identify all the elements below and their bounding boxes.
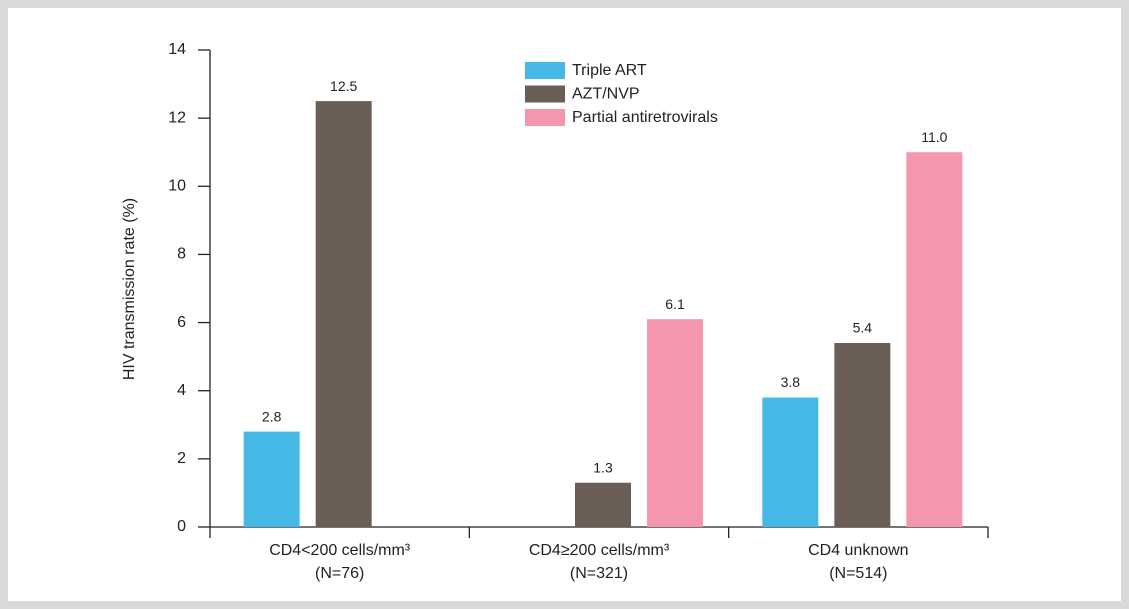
legend-label: Partial antiretrovirals [572,109,718,126]
x-tick-label: (N=321) [570,565,628,582]
y-tick-label: 6 [177,314,186,331]
y-tick-label: 4 [177,382,186,399]
x-tick-label: (N=76) [315,565,364,582]
legend-label: Triple ART [572,62,647,79]
bar [762,397,819,527]
y-tick-label: 0 [177,518,186,535]
x-tick-label: CD4<200 cells/mm³ [269,542,411,559]
value-label: 12.5 [330,78,357,94]
value-label: 5.4 [853,320,873,336]
value-label: 2.8 [262,408,282,424]
y-tick-label: 14 [168,41,186,58]
x-tick-label: CD4 unknown [808,542,909,559]
y-tick-label: 12 [168,109,186,126]
bar [575,482,631,527]
y-tick-label: 8 [177,246,186,263]
legend-swatch [525,62,565,79]
bar [834,343,891,527]
legend-swatch [525,109,565,126]
value-label: 3.8 [781,374,801,390]
y-tick-label: 2 [177,450,186,467]
bar [315,101,372,527]
bar [647,319,703,527]
value-label: 6.1 [665,296,685,312]
y-axis-label: HIV transmission rate (%) [121,198,138,380]
value-label: 11.0 [921,129,947,145]
x-tick-label: CD4≥200 cells/mm³ [529,542,670,559]
value-label: 1.3 [593,459,613,475]
y-tick-label: 10 [168,178,186,195]
legend-swatch [525,85,565,103]
bar [906,152,963,527]
bar [243,431,300,527]
legend-label: AZT/NVP [572,86,640,103]
x-tick-label: (N=514) [829,565,887,582]
